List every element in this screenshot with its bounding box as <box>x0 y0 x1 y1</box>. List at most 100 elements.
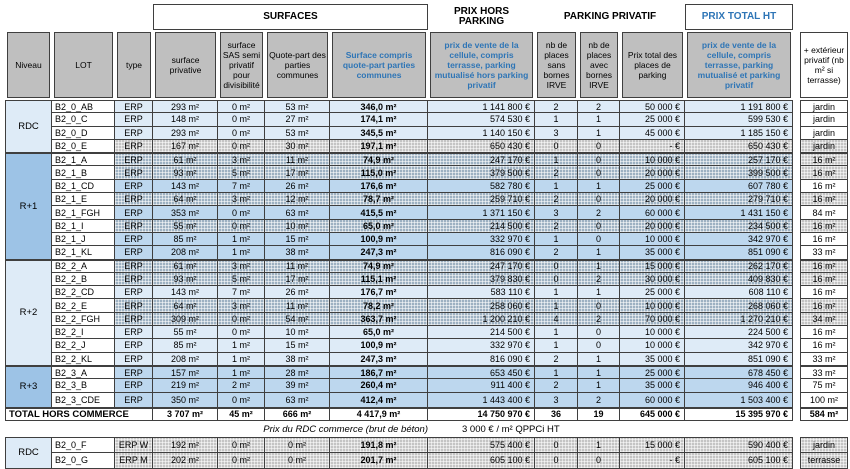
cell-s_total: 65,0 m² <box>330 219 428 233</box>
total-cell-prix: 14 750 970 € <box>428 407 535 421</box>
cell-prix: 1 140 150 € <box>428 126 535 140</box>
cell-qp: 53 m² <box>265 126 330 140</box>
cell-lot: B2_2_KL <box>52 352 115 366</box>
cell-type: ERP <box>115 206 153 220</box>
cell-sas: 1 m² <box>218 352 265 366</box>
cell-total: 279 710 € <box>685 193 793 207</box>
total-cell-nb_avec: 19 <box>578 407 620 421</box>
cell-s_total: 176,7 m² <box>330 286 428 300</box>
cell-type: ERP <box>115 379 153 393</box>
cell-qp: 15 m² <box>265 232 330 247</box>
cell-s_priv: 55 m² <box>153 326 218 340</box>
cell-type: ERP <box>115 246 153 260</box>
cell-type: ERP <box>115 392 153 408</box>
cell-s_total: 100,9 m² <box>330 339 428 353</box>
cell-nb_avec: 0 <box>578 452 620 469</box>
cell-total: 262 170 € <box>685 259 793 273</box>
cell-prix: 1 443 400 € <box>428 392 535 408</box>
cell-qp: 27 m² <box>265 113 330 127</box>
cell-ext: 16 m² <box>800 179 848 194</box>
cell-type: ERP <box>115 193 153 207</box>
cell-prix_places: - € <box>620 452 685 469</box>
cell-lot: B2_3_B <box>52 379 115 393</box>
cell-prix_places: 10 000 € <box>620 299 685 313</box>
cell-s_priv: 143 m² <box>153 179 218 194</box>
cell-nb_sans: 3 <box>535 206 578 220</box>
cell-sas: 0 m² <box>218 326 265 340</box>
cell-prix_places: 10 000 € <box>620 326 685 340</box>
cell-prix_places: 35 000 € <box>620 379 685 393</box>
cell-qp: 11 m² <box>265 299 330 313</box>
cell-type: ERP <box>115 113 153 127</box>
cell-lot: B2_2_FGH <box>52 312 115 327</box>
cell-sas: 0 m² <box>218 206 265 220</box>
cell-total: 342 970 € <box>685 339 793 353</box>
col-header-nb-sans-irve: nb de places sans bornes IRVE <box>537 32 576 98</box>
cell-prix_places: 35 000 € <box>620 352 685 366</box>
cell-nb_avec: 0 <box>578 139 620 154</box>
cell-sas: 0 m² <box>218 100 265 114</box>
group-title-parking-privatif: PARKING PRIVATIF <box>563 10 657 22</box>
cell-nb_sans: 0 <box>535 139 578 154</box>
cell-nb_avec: 1 <box>578 352 620 366</box>
col-header-prix-places: Prix total des places de parking <box>622 32 683 98</box>
cell-sas: 3 m² <box>218 153 265 167</box>
commerce-note-row: Prix du RDC commerce (brut de béton) 3 0… <box>5 422 850 437</box>
cell-type: ERP <box>115 232 153 247</box>
col-header-quote-part: Quote-part des parties communes <box>267 32 328 98</box>
cell-type: ERP <box>115 166 153 180</box>
cell-prix_places: 25 000 € <box>620 179 685 194</box>
cell-prix_places: 45 000 € <box>620 126 685 140</box>
cell-prix: 1 371 150 € <box>428 206 535 220</box>
cell-prix_places: 60 000 € <box>620 392 685 408</box>
cell-nb_avec: 2 <box>578 100 620 114</box>
cell-nb_sans: 1 <box>535 153 578 167</box>
cell-total: 599 530 € <box>685 113 793 127</box>
cell-total: 851 090 € <box>685 246 793 260</box>
cell-ext: 33 m² <box>800 246 848 260</box>
cell-lot: B2_2_J <box>52 339 115 353</box>
table-body: RDC B2_0_AB ERP 293 m² 0 m² 53 m² 346,0 m² 1 14… <box>5 100 850 421</box>
cell-s_total: 412,4 m² <box>330 392 428 408</box>
cell-lot: B2_0_F <box>52 436 115 453</box>
cell-ext: 100 m² <box>800 392 848 408</box>
col-header-niveau: Niveau <box>7 32 50 98</box>
total-cell-sas: 45 m² <box>218 407 265 421</box>
cell-s_priv: 208 m² <box>153 352 218 366</box>
cell-lot: B2_0_G <box>52 452 115 469</box>
cell-total: 590 400 € <box>685 436 793 453</box>
cell-type: ERP <box>115 219 153 233</box>
cell-lot: B2_1_CD <box>52 179 115 194</box>
cell-total: 268 060 € <box>685 299 793 313</box>
cell-type: ERP <box>115 339 153 353</box>
commerce-note-label: Prix du RDC commerce (brut de béton) <box>263 423 428 435</box>
cell-ext: 16 m² <box>800 259 848 273</box>
cell-qp: 15 m² <box>265 339 330 353</box>
total-cell-nb_sans: 36 <box>535 407 578 421</box>
cell-nb_avec: 1 <box>578 179 620 194</box>
cell-s_total: 74,9 m² <box>330 153 428 167</box>
cell-prix: 911 400 € <box>428 379 535 393</box>
cell-s_priv: 293 m² <box>153 126 218 140</box>
cell-lot: B2_1_J <box>52 232 115 247</box>
cell-nb_sans: 2 <box>535 379 578 393</box>
cell-ext: jardin <box>800 139 848 154</box>
cell-qp: 10 m² <box>265 219 330 233</box>
cell-nb_avec: 1 <box>578 379 620 393</box>
col-header-nb-avec-irve: nb de places avec bornes IRVE <box>580 32 618 98</box>
cell-qp: 26 m² <box>265 286 330 300</box>
cell-total: 1 503 400 € <box>685 392 793 408</box>
cell-qp: 38 m² <box>265 352 330 366</box>
cell-lot: B2_1_E <box>52 193 115 207</box>
cell-sas: 3 m² <box>218 299 265 313</box>
cell-sas: 0 m² <box>218 126 265 140</box>
cell-total: 678 450 € <box>685 365 793 380</box>
commerce-note-value: 3 000 € / m² QPPCi HT <box>462 423 560 435</box>
cell-s_total: 247,3 m² <box>330 246 428 260</box>
cell-prix_places: 20 000 € <box>620 193 685 207</box>
cell-ext: 16 m² <box>800 326 848 340</box>
cell-s_priv: 55 m² <box>153 219 218 233</box>
cell-qp: 63 m² <box>265 206 330 220</box>
cell-qp: 26 m² <box>265 179 330 194</box>
group-title-surfaces: SURFACES <box>153 4 428 30</box>
